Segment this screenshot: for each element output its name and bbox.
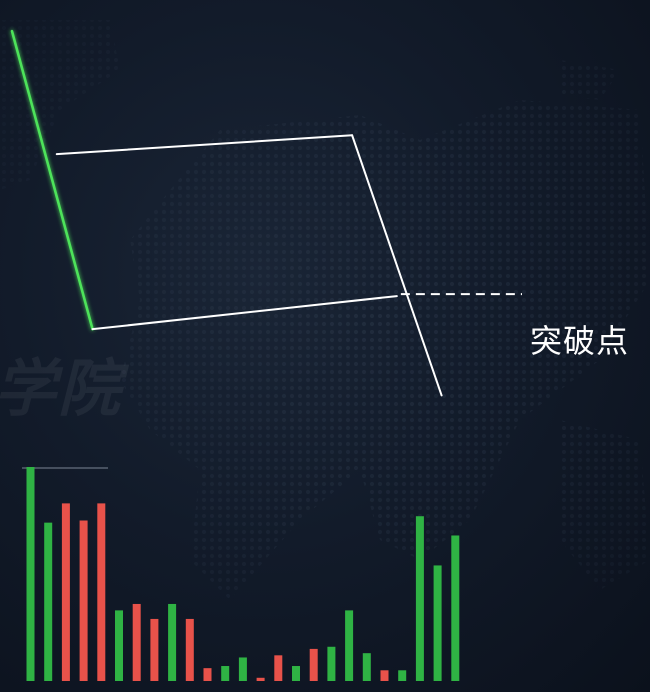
volume-bar [238, 657, 247, 681]
volume-bar [345, 610, 354, 681]
price-lines [10, 29, 443, 397]
volume-bar [132, 603, 141, 681]
volume-bar [203, 668, 212, 681]
downtrend-line [10, 29, 94, 331]
volume-bar [451, 535, 460, 681]
volume-bar [185, 618, 194, 681]
volume-bar [150, 618, 159, 681]
volume-bar [309, 648, 318, 681]
volume-bar [380, 670, 389, 681]
volume-bar [433, 565, 442, 681]
volume-bar [256, 677, 265, 681]
world-map-backdrop [0, 20, 650, 600]
volume-bar [97, 503, 106, 681]
volume-bar [415, 516, 424, 681]
volume-bar [79, 520, 88, 681]
volume-bar [26, 467, 35, 681]
volume-bar [115, 610, 123, 681]
flag-channel-upper-line [55, 134, 354, 156]
volume-bar [221, 666, 230, 681]
breakout-line [351, 134, 443, 397]
flag-channel-lower-line [91, 295, 398, 331]
volume-bar [274, 655, 283, 681]
watermark: 学院 [0, 352, 123, 425]
volume-bar [61, 503, 70, 681]
volume-bar [44, 522, 53, 681]
volume-bar [327, 646, 336, 681]
volume-bar [168, 603, 177, 681]
volume-bar [292, 666, 300, 681]
volume-bars [22, 467, 460, 681]
volume-bar [398, 670, 407, 681]
breakout-label: 突破点 [530, 322, 630, 360]
volume-bar [362, 653, 371, 681]
